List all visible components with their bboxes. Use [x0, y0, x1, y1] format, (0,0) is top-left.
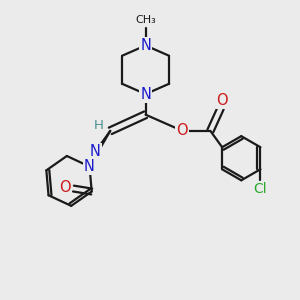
Text: N: N: [84, 159, 95, 174]
Text: Cl: Cl: [254, 182, 267, 196]
Text: H: H: [94, 119, 104, 132]
Text: O: O: [59, 181, 71, 196]
Text: CH₃: CH₃: [135, 15, 156, 26]
Text: N: N: [90, 144, 101, 159]
Text: N: N: [140, 87, 151, 102]
Text: O: O: [177, 123, 188, 138]
Text: N: N: [140, 38, 151, 53]
Text: O: O: [216, 93, 228, 108]
